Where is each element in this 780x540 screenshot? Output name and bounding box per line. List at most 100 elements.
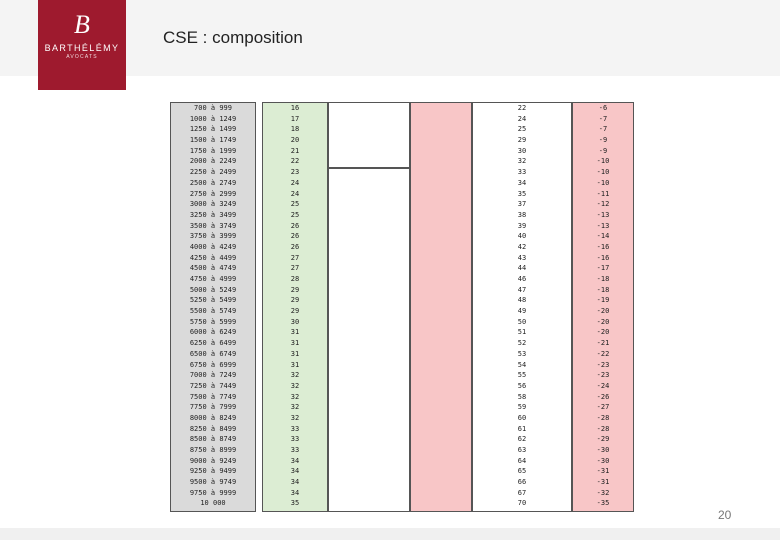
value-c-cell: -35 [596, 499, 610, 508]
range-cell: 4000 à 4249 [189, 242, 237, 251]
range-cell: 3000 à 3249 [189, 200, 237, 209]
range-cell: 6750 à 6999 [189, 360, 237, 369]
column-b: 22 24 25 29 30 32 33 34 35 37 38 39 40 42 43 44 46 47 48 49… [472, 102, 572, 512]
value-a-cell: 33 [290, 435, 300, 444]
range-cell: 3250 à 3499 [189, 210, 237, 219]
value-a-cell: 24 [290, 189, 300, 198]
range-cell: 7250 à 7449 [189, 381, 237, 390]
value-b-cell: 25 [517, 125, 527, 134]
range-cell: 8250 à 8499 [189, 424, 237, 433]
value-a-cell: 26 [290, 242, 300, 251]
value-c-cell: -22 [596, 349, 610, 358]
value-a-cell: 23 [290, 168, 300, 177]
logo-monogram: B [74, 10, 90, 39]
value-c-cell: -20 [596, 317, 610, 326]
value-b-cell: 67 [517, 488, 527, 497]
value-c-cell: -7 [598, 125, 608, 134]
range-cell: 9500 à 9749 [189, 478, 237, 487]
value-c-cell: -13 [596, 210, 610, 219]
value-c-cell: -23 [596, 360, 610, 369]
value-a-cell: 26 [290, 232, 300, 241]
range-cell: 8000 à 8249 [189, 413, 237, 422]
value-a-cell: 26 [290, 221, 300, 230]
value-a-cell: 31 [290, 339, 300, 348]
value-a-cell: 31 [290, 328, 300, 337]
value-b-cell: 39 [517, 221, 527, 230]
value-c-cell: -28 [596, 413, 610, 422]
column-a: 16 17 18 20 21 22 23 24 24 25 25 26 26 26 27 27 28 29 29 29… [262, 102, 328, 512]
value-a-cell: 34 [290, 488, 300, 497]
range-cell: 3500 à 3749 [189, 221, 237, 230]
value-b-cell: 47 [517, 285, 527, 294]
logo-sub: AVOCATS [66, 54, 98, 60]
value-a-cell: 18 [290, 125, 300, 134]
value-b-cell: 29 [517, 136, 527, 145]
value-a-cell: 35 [290, 499, 300, 508]
range-cell: 2000 à 2249 [189, 157, 237, 166]
value-c-cell: -26 [596, 392, 610, 401]
value-a-cell: 25 [290, 200, 300, 209]
value-a-cell: 32 [290, 392, 300, 401]
value-b-cell: 56 [517, 381, 527, 390]
column-pink [410, 102, 472, 512]
value-c-cell: -31 [596, 478, 610, 487]
value-c-cell: -11 [596, 189, 610, 198]
value-c-cell: -29 [596, 435, 610, 444]
value-a-cell: 33 [290, 446, 300, 454]
value-b-cell: 48 [517, 296, 527, 305]
value-c-cell: -16 [596, 253, 610, 262]
value-a-cell: 34 [290, 467, 300, 476]
value-b-cell: 32 [517, 157, 527, 166]
range-cell: 4250 à 4499 [189, 253, 237, 262]
range-cell: 8500 à 8749 [189, 435, 237, 444]
value-c-cell: -10 [596, 168, 610, 177]
value-a-cell: 27 [290, 253, 300, 262]
value-c-cell: -27 [596, 403, 610, 412]
value-c-cell: -6 [598, 104, 608, 112]
range-cell: 5250 à 5499 [189, 296, 237, 305]
value-a-cell: 33 [290, 424, 300, 433]
value-a-cell: 29 [290, 285, 300, 294]
range-cell: 8750 à 8999 [189, 446, 237, 454]
value-b-cell: 40 [517, 232, 527, 241]
column-blank-top [328, 102, 410, 168]
value-a-cell: 29 [290, 296, 300, 305]
value-b-cell: 64 [517, 456, 527, 465]
value-b-cell: 38 [517, 210, 527, 219]
value-a-cell: 25 [290, 210, 300, 219]
value-a-cell: 32 [290, 403, 300, 412]
range-cell: 6000 à 6249 [189, 328, 237, 337]
range-cell: 4500 à 4749 [189, 264, 237, 273]
range-cell: 9250 à 9499 [189, 467, 237, 476]
value-c-cell: -14 [596, 232, 610, 241]
range-cell: 5750 à 5999 [189, 317, 237, 326]
value-b-cell: 30 [517, 146, 527, 155]
value-b-cell: 55 [517, 371, 527, 380]
value-b-cell: 66 [517, 478, 527, 487]
value-b-cell: 53 [517, 349, 527, 358]
value-a-cell: 32 [290, 381, 300, 390]
range-cell: 1000 à 1249 [189, 114, 237, 123]
value-b-cell: 44 [517, 264, 527, 273]
value-a-cell: 21 [290, 146, 300, 155]
value-c-cell: -10 [596, 157, 610, 166]
value-b-cell: 61 [517, 424, 527, 433]
value-b-cell: 22 [517, 104, 527, 112]
value-b-cell: 46 [517, 275, 527, 283]
value-b-cell: 50 [517, 317, 527, 326]
value-b-cell: 37 [517, 200, 527, 209]
range-cell: 700 à 999 [194, 104, 232, 112]
value-c-cell: -28 [596, 424, 610, 433]
value-c-cell: -9 [598, 136, 608, 145]
logo-name: BARTHÉLÉMY [44, 43, 120, 53]
range-cell: 10 000 [200, 499, 226, 508]
value-c-cell: -24 [596, 381, 610, 390]
range-cell: 6250 à 6499 [189, 339, 237, 348]
range-cell: 1250 à 1499 [189, 125, 237, 134]
value-c-cell: -31 [596, 467, 610, 476]
value-a-cell: 31 [290, 360, 300, 369]
value-c-cell: -17 [596, 264, 610, 273]
header-bar [0, 0, 780, 76]
value-c-cell: -20 [596, 307, 610, 316]
value-b-cell: 60 [517, 413, 527, 422]
